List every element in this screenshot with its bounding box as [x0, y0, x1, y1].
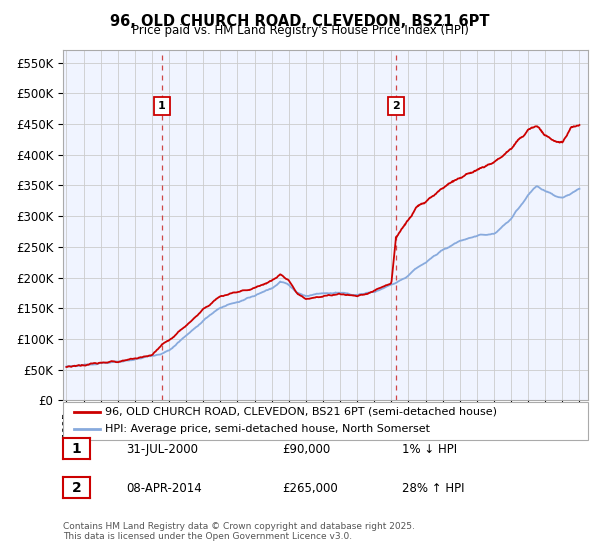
Text: 2: 2 [71, 480, 82, 495]
Text: 28% ↑ HPI: 28% ↑ HPI [402, 482, 464, 496]
Text: 2: 2 [392, 101, 400, 111]
Text: £90,000: £90,000 [282, 443, 330, 456]
Text: 31-JUL-2000: 31-JUL-2000 [126, 443, 198, 456]
Text: Price paid vs. HM Land Registry's House Price Index (HPI): Price paid vs. HM Land Registry's House … [131, 24, 469, 37]
Text: 1% ↓ HPI: 1% ↓ HPI [402, 443, 457, 456]
Text: HPI: Average price, semi-detached house, North Somerset: HPI: Average price, semi-detached house,… [105, 424, 430, 435]
Text: 96, OLD CHURCH ROAD, CLEVEDON, BS21 6PT (semi-detached house): 96, OLD CHURCH ROAD, CLEVEDON, BS21 6PT … [105, 407, 497, 417]
Text: Contains HM Land Registry data © Crown copyright and database right 2025.
This d: Contains HM Land Registry data © Crown c… [63, 522, 415, 542]
Text: 1: 1 [158, 101, 166, 111]
Text: 96, OLD CHURCH ROAD, CLEVEDON, BS21 6PT: 96, OLD CHURCH ROAD, CLEVEDON, BS21 6PT [110, 14, 490, 29]
Text: 1: 1 [71, 441, 82, 456]
FancyBboxPatch shape [63, 402, 588, 440]
Text: £265,000: £265,000 [282, 482, 338, 496]
Text: 08-APR-2014: 08-APR-2014 [126, 482, 202, 496]
